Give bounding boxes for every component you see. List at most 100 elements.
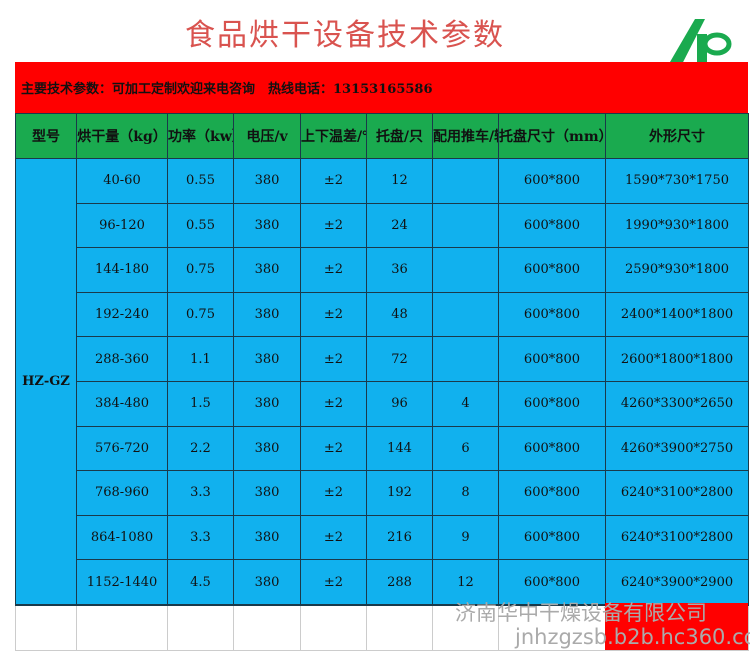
column-header: 配用推车/辆 <box>432 113 499 159</box>
table-cell: 768-960 <box>76 470 168 516</box>
page-title: 食品烘干设备技术参数 <box>185 18 505 53</box>
column-header: 外形尺寸 <box>605 113 749 159</box>
table-row: 1152-1440 4.5 380 ±2 288 12 600*800 6240*3900*2… <box>16 559 749 606</box>
table-cell: 576-720 <box>76 425 168 472</box>
table-cell: 600*800 <box>498 514 606 561</box>
table-cell: 96-120 <box>76 202 168 249</box>
watermark-url: jnhzgzsb.b2b.hc360.com <box>515 625 750 649</box>
table-cell: 96 <box>366 380 433 427</box>
table-cell: 6240*3900*2900 <box>605 559 749 606</box>
watermark-badge <box>605 603 748 650</box>
table-cell: 380 <box>233 247 301 293</box>
table-cell: ±2 <box>300 380 367 427</box>
table-cell: 1990*930*1800 <box>605 202 749 249</box>
empty-cell <box>366 603 433 651</box>
table-cell: ±2 <box>300 291 367 338</box>
table-row: 144-180 0.75 380 ±2 36 600*800 2590*930*1800 <box>16 247 749 293</box>
table-cell: 380 <box>233 336 301 382</box>
table-row: 384-480 1.5 380 ±2 96 4 600*800 4260*3300*2650 <box>16 380 749 427</box>
table-cell: 600*800 <box>498 158 606 204</box>
table-cell: 12 <box>366 158 433 204</box>
table-cell: ±2 <box>300 247 367 293</box>
table-cell: ±2 <box>300 559 367 606</box>
table-cell: 4260*3300*2650 <box>605 380 749 427</box>
table-cell: ±2 <box>300 514 367 561</box>
table-cell: ±2 <box>300 425 367 472</box>
table-cell: 288-360 <box>76 336 168 382</box>
table-cell: 380 <box>233 470 301 516</box>
table-cell: 600*800 <box>498 425 606 472</box>
table-cell: 2.2 <box>167 425 234 472</box>
table-cell: 6 <box>432 425 499 472</box>
table-cell <box>432 202 499 249</box>
table-cell: 8 <box>432 470 499 516</box>
table-cell: 144-180 <box>76 247 168 293</box>
empty-cell <box>15 603 77 651</box>
column-header: 托盘/只 <box>366 113 433 159</box>
column-header: 上下温差/℃ <box>300 113 367 159</box>
table-cell: 2590*930*1800 <box>605 247 749 293</box>
table-cell: 12 <box>432 559 499 606</box>
header-row: 型号烘干量（kg）功率（kw）电压/v上下温差/℃托盘/只配用推车/辆托盘尺寸（… <box>15 113 749 159</box>
table-cell: 600*800 <box>498 291 606 338</box>
info-banner: 主要技术参数：可加工定制欢迎来电咨询 热线电话：13153165586 <box>15 62 748 113</box>
table-cell: 1.1 <box>167 336 234 382</box>
table-cell: 24 <box>366 202 433 249</box>
table-cell: 600*800 <box>498 380 606 427</box>
table-cell: 4260*3900*2750 <box>605 425 749 472</box>
empty-cell <box>76 603 168 651</box>
table-cell: 0.55 <box>167 202 234 249</box>
table-cell: 380 <box>233 291 301 338</box>
table-row: 864-1080 3.3 380 ±2 216 9 600*800 6240*3100*280… <box>16 514 749 561</box>
empty-cell <box>233 603 301 651</box>
table-cell: 600*800 <box>498 336 606 382</box>
table-cell: 380 <box>233 202 301 249</box>
table-cell: 380 <box>233 380 301 427</box>
table-cell: 864-1080 <box>76 514 168 561</box>
model-cell: HZ-GZ <box>15 157 77 606</box>
table-cell: 48 <box>366 291 433 338</box>
column-header: 功率（kw） <box>167 113 234 159</box>
table-cell: ±2 <box>300 336 367 382</box>
table-cell: ±2 <box>300 158 367 204</box>
table-cell <box>432 336 499 382</box>
table-cell: 600*800 <box>498 470 606 516</box>
table-row: 768-960 3.3 380 ±2 192 8 600*800 6240*3100*2800 <box>16 470 749 516</box>
watermark: 济南华中干燥设备有限公司 jnhzgzsb.b2b.hc360.com <box>455 601 750 649</box>
table-cell: 4.5 <box>167 559 234 606</box>
banner-text: 主要技术参数：可加工定制欢迎来电咨询 热线电话：13153165586 <box>21 82 433 97</box>
empty-cell <box>167 603 234 651</box>
spec-table: 型号烘干量（kg）功率（kw）电压/v上下温差/℃托盘/只配用推车/辆托盘尺寸（… <box>15 113 749 651</box>
table-cell: 36 <box>366 247 433 293</box>
table-cell: 1152-1440 <box>76 559 168 606</box>
table-cell <box>432 158 499 204</box>
table-cell: 2400*1400*1800 <box>605 291 749 338</box>
table-cell: 0.55 <box>167 158 234 204</box>
table-cell: 9 <box>432 514 499 561</box>
column-header: 托盘尺寸（mm） <box>498 113 606 159</box>
table-cell: 0.75 <box>167 247 234 293</box>
table-cell: 600*800 <box>498 559 606 606</box>
table-cell: 216 <box>366 514 433 561</box>
column-header: 烘干量（kg） <box>76 113 168 159</box>
empty-cell <box>300 603 367 651</box>
table-cell: 144 <box>366 425 433 472</box>
table-row: 288-360 1.1 380 ±2 72 600*800 2600*1800*1800 <box>16 336 749 382</box>
table-cell: 380 <box>233 514 301 561</box>
table-cell <box>432 247 499 293</box>
empty-cell <box>498 603 606 651</box>
table-cell: 3.3 <box>167 514 234 561</box>
table-row: 96-120 0.55 380 ±2 24 600*800 1990*930*1800 <box>16 202 749 249</box>
table-cell: 1590*730*1750 <box>605 158 749 204</box>
table-cell: 380 <box>233 425 301 472</box>
table-cell: 40-60 <box>76 158 168 204</box>
watermark-company: 济南华中干燥设备有限公司 <box>455 601 707 625</box>
table-cell: 192-240 <box>76 291 168 338</box>
table-row: HZ-GZ 40-60 0.55 380 ±2 12 600*800 1590*730*175… <box>15 157 749 606</box>
empty-cell <box>432 603 499 651</box>
table-cell: 6240*3100*2800 <box>605 470 749 516</box>
table-cell: 2600*1800*1800 <box>605 336 749 382</box>
table-cell: 384-480 <box>76 380 168 427</box>
table-cell: 380 <box>233 158 301 204</box>
table-cell: 600*800 <box>498 202 606 249</box>
